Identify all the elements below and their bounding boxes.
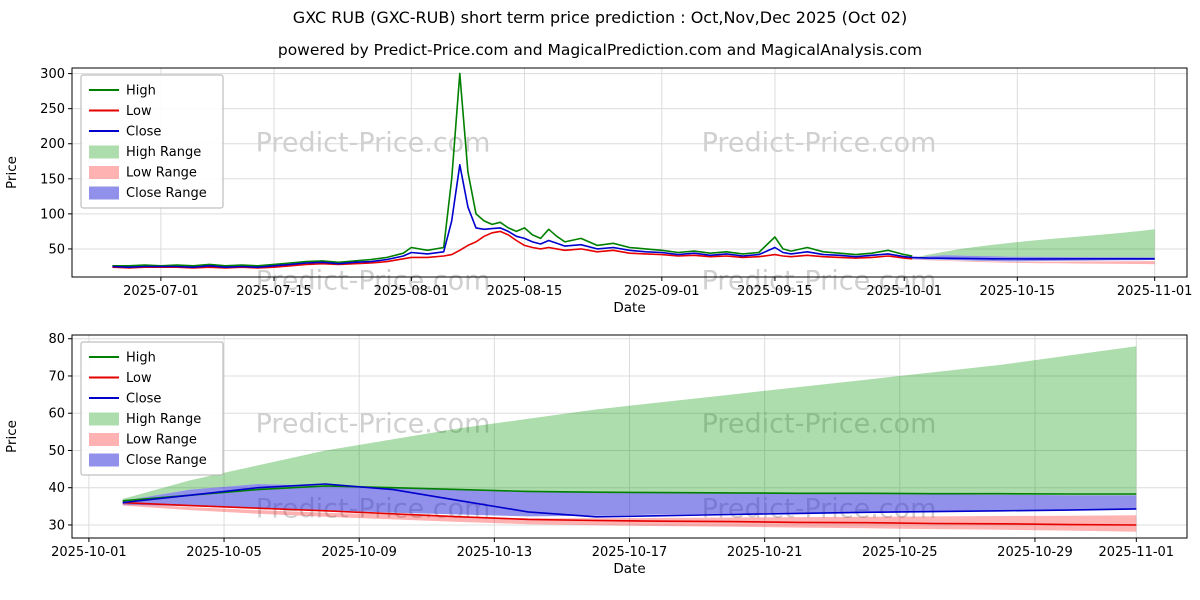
band-low-range [912,258,1155,265]
x-tick-label: 2025-10-17 [592,545,668,560]
x-tick-label: 2025-11-01 [1117,284,1193,299]
plot-border [71,67,1188,278]
gridlines [72,335,1187,538]
x-tick-label: 2025-11-01 [1099,545,1175,560]
axes: 2025-10-01 2025-10-05 2025-10-09 2025-10-13… [4,332,1174,577]
legend-label: Low [126,371,152,386]
y-tick-label: 150 [40,172,65,187]
y-tick-label: 40 [48,481,65,496]
legend-label: High [126,84,156,99]
x-tick-label: 2025-07-15 [236,284,312,299]
series-lines [112,72,1155,269]
svg-text:Predict-Price.com: Predict-Price.com [256,408,491,439]
svg-text:Predict-Price.com: Predict-Price.com [256,266,491,297]
x-tick-label: 2025-10-25 [862,545,938,560]
watermarks: Predict-Price.com Predict-Price.com Predic… [256,128,937,297]
y-tick-label: 250 [40,102,65,117]
series-low-line [112,230,913,269]
legend-label: Low [126,104,152,119]
legend-box [80,341,224,476]
y-tick-label: 100 [40,207,65,222]
y-tick-label: 60 [48,407,65,422]
y-tick-label: 300 [40,67,65,82]
legend-label: Low Range [126,433,197,448]
band-high-range [912,229,1155,259]
series-low-line [122,501,1137,526]
axes: 2025-07-01 2025-07-15 2025-08-01 2025-08-15… [4,67,1192,316]
series-lines [122,483,1137,526]
y-tick-label: 50 [48,242,65,257]
series-high-line [122,485,1137,502]
x-tick-label: 2025-09-15 [737,284,813,299]
x-tick-label: 2025-10-09 [321,545,397,560]
svg-text:Predict-Price.com: Predict-Price.com [702,128,937,159]
legend-swatch-close-range [89,453,119,467]
y-tick-label: 30 [48,518,65,533]
x-tick-label: 2025-09-01 [624,284,700,299]
prediction-bands [122,346,1137,532]
band-high-range [122,346,1137,501]
svg-text:Predict-Price.com: Predict-Price.com [256,128,491,159]
band-low-range [122,503,1137,532]
y-axis-label: Price [4,156,20,189]
x-tick-label: 2025-10-01 [51,545,127,560]
plot-area [72,68,1187,277]
x-tick-label: 2025-10-13 [457,545,533,560]
prediction-detail-chart: Predict-Price.comPredict-Price.comPredic… [4,332,1188,577]
x-tick-label: 2025-10-01 [866,284,942,299]
legend-label: Low Range [126,166,197,181]
x-tick-label: 2025-07-01 [123,284,199,299]
page-title: GXC RUB (GXC-RUB) short term price predi… [292,8,908,27]
x-tick-label: 2025-08-15 [487,284,563,299]
legend-label: Close [126,125,161,140]
series-close-line [122,483,1137,518]
legend-label: High [126,351,156,366]
series-high-line [112,72,913,267]
legend-label: High Range [126,412,201,427]
y-tick-label: 50 [48,444,65,459]
legend-label: Close Range [126,186,207,201]
legend-label: High Range [126,145,201,160]
legend-box [80,74,224,209]
x-tick-label: 2025-08-01 [374,284,450,299]
x-tick-label: 2025-10-29 [997,545,1073,560]
x-tick-label: 2025-10-05 [186,545,262,560]
x-axis-label: Date [613,300,645,316]
legend-swatch-close-range [89,186,119,200]
price-history-prediction-chart: Predict-Price.com Predict-Price.com Predic… [4,67,1192,316]
y-axis-label: Price [4,420,20,453]
legend-label: Close [126,392,161,407]
legend-swatch-low-range [89,433,119,446]
svg-text:Predict-Price.com: Predict-Price.com [702,408,937,439]
y-tick-label: 200 [40,137,65,152]
gridlines [72,68,1187,277]
legend-label: Close Range [126,453,207,468]
svg-text:Predict-Price.com: Predict-Price.com [702,266,937,297]
x-tick-label: 2025-10-21 [727,545,803,560]
page-subtitle: powered by Predict-Price.com and Magical… [277,41,923,59]
band-close-range [122,484,1137,517]
x-axis-label: Date [613,561,645,577]
legend: High Low Close High Range Low Range Close Ran… [80,74,224,209]
legend: High Low Close High Range Low Range Close Ran… [80,341,224,476]
legend-swatch-high-range [89,412,119,426]
legend-swatch-high-range [89,145,119,159]
legend-swatch-low-range [89,166,119,179]
y-tick-label: 80 [48,332,65,347]
series-close-line [112,164,1155,268]
x-tick-label: 2025-10-15 [980,284,1056,299]
y-tick-label: 70 [48,369,65,384]
